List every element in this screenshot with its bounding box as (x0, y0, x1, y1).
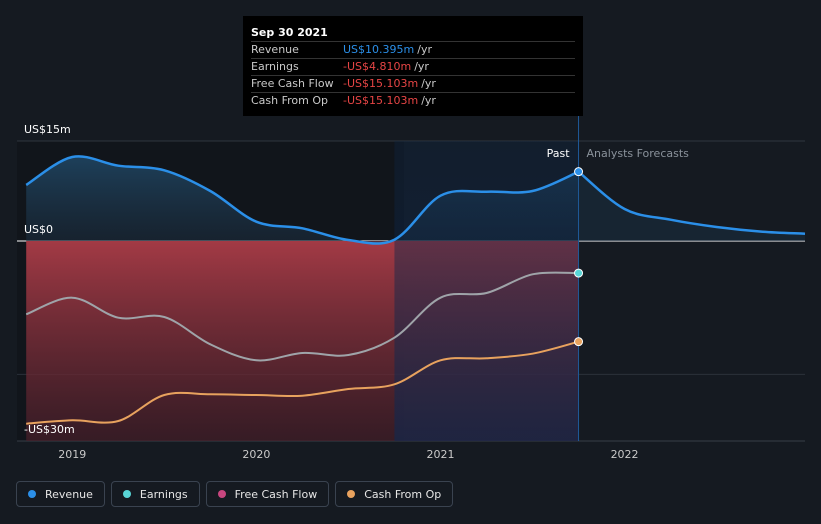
y-tick-label: US$15m (24, 123, 71, 136)
earnings-dot-icon (122, 490, 131, 498)
cash-from-op-line (26, 340, 579, 425)
legend-label: Cash From Op (364, 487, 442, 501)
tooltip-row-revenue: Revenue US$10.395m /yr (251, 42, 575, 59)
earnings-line (25, 271, 579, 362)
tooltip-unit: /yr (421, 94, 436, 107)
legend-label: Revenue (45, 487, 93, 501)
legend-item-cash-from-op[interactable]: Cash From Op (335, 481, 454, 507)
legend: Revenue Earnings Free Cash Flow Cash Fro… (16, 481, 454, 507)
tooltip-row-cash-from-op: Cash From Op -US$15.103m /yr (251, 93, 575, 109)
y-tick-label: US$0 (24, 223, 53, 236)
x-tick-label: 2019 (58, 448, 86, 461)
x-tick-label: 2022 (611, 448, 639, 461)
cash-from-op-end-marker (574, 337, 584, 347)
tooltip-value: -US$15.103m (343, 77, 419, 90)
legend-label: Free Cash Flow (234, 487, 318, 501)
tooltip-value: -US$4.810m (343, 60, 412, 73)
tooltip-unit: /yr (417, 43, 432, 56)
revenue-dot-icon (28, 490, 36, 498)
legend-item-revenue[interactable]: Revenue (16, 481, 105, 507)
forecast-label: Analysts Forecasts (587, 147, 690, 160)
tooltip-row-earnings: Earnings -US$4.810m /yr (251, 59, 575, 76)
tooltip-label: Cash From Op (251, 94, 329, 107)
legend-item-earnings[interactable]: Earnings (110, 481, 200, 507)
x-tick-label: 2021 (426, 448, 454, 461)
cash-from-op-dot-icon (347, 490, 356, 498)
tooltip-value: -US$15.103m (343, 94, 419, 107)
y-tick-label: -US$30m (24, 423, 75, 436)
revenue-forecast-line (577, 170, 806, 235)
tooltip-label: Revenue (251, 43, 299, 56)
tooltip-date: Sep 30 2021 (251, 24, 575, 42)
tooltip-unit: /yr (421, 77, 436, 90)
revenue-line (25, 155, 579, 245)
tooltip-label: Free Cash Flow (251, 77, 334, 90)
tooltip-value: US$10.395m (343, 43, 415, 56)
legend-item-free-cash-flow[interactable]: Free Cash Flow (205, 481, 330, 507)
legend-label: Earnings (139, 487, 188, 501)
tooltip-unit: /yr (414, 60, 429, 73)
past-label: Past (547, 147, 571, 160)
earnings-end-marker (574, 268, 584, 278)
tooltip-label: Earnings (251, 60, 299, 73)
revenue-forecast-area (578, 171, 805, 241)
highlight-region (394, 141, 579, 441)
tooltip: Sep 30 2021 Revenue US$10.395m /yr Earni… (243, 16, 583, 116)
free-cash-flow-dot-icon (217, 490, 226, 498)
tooltip-row-free-cash-flow: Free Cash Flow -US$15.103m /yr (251, 76, 575, 93)
revenue-end-marker (574, 167, 584, 177)
x-tick-label: 2020 (242, 448, 270, 461)
